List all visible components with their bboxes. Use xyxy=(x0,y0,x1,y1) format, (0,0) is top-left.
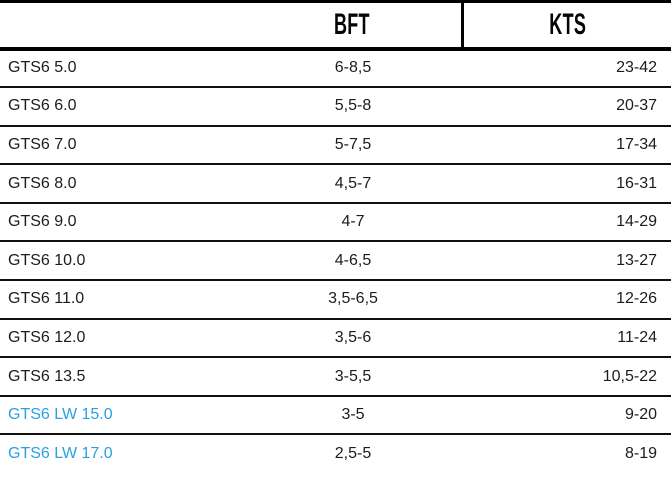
kts-value-cell: 16-31 xyxy=(462,164,671,204)
model-cell: GTS6 6.0 xyxy=(0,87,244,127)
table-row: GTS6 7.0 5-7,5 17-34 xyxy=(0,125,671,166)
table-row: GTS6 11.0 3,5-6,5 12-26 xyxy=(0,280,671,320)
table-row: GTS6 8.0 4,5-7 16-31 xyxy=(0,164,671,204)
table-row: GTS6 6.0 5,5-8 20-37 xyxy=(0,87,671,127)
model-cell: GTS6 8.0 xyxy=(0,164,244,204)
bft-value-cell: 4-7 xyxy=(244,202,462,243)
model-cell: GTS6 11.0 xyxy=(0,280,244,320)
kts-column-header: KTS xyxy=(460,1,671,51)
table-row: GTS6 LW 17.0 2,5-5 8-19 xyxy=(0,434,671,473)
bft-value-cell: 4-6,5 xyxy=(244,241,462,282)
table-row: GTS6 12.0 3,5-6 11-24 xyxy=(0,318,671,359)
model-cell: GTS6 12.0 xyxy=(0,318,244,359)
bft-value-cell: 3-5 xyxy=(244,395,462,436)
model-cell: GTS6 7.0 xyxy=(0,125,244,166)
bft-value-cell: 3,5-6,5 xyxy=(244,280,462,320)
kts-value-cell: 17-34 xyxy=(462,125,671,166)
header-row: BFT KTS xyxy=(0,1,671,51)
bft-column-header: BFT xyxy=(244,1,462,51)
table-body: GTS6 5.0 6-8,5 23-42 GTS6 6.0 5,5-8 20-3… xyxy=(0,48,671,474)
kts-value-cell: 14-29 xyxy=(462,202,671,243)
kts-value-cell: 23-42 xyxy=(462,48,671,89)
kts-value-cell: 12-26 xyxy=(462,280,671,320)
bft-value-cell: 5,5-8 xyxy=(244,87,462,127)
table-row: GTS6 LW 15.0 3-5 9-20 xyxy=(0,395,671,436)
table-row: GTS6 9.0 4-7 14-29 xyxy=(0,202,671,243)
model-cell: GTS6 10.0 xyxy=(0,241,244,282)
model-cell: GTS6 5.0 xyxy=(0,48,244,89)
bft-value-cell: 4,5-7 xyxy=(244,164,462,204)
table-row: GTS6 13.5 3-5,5 10,5-22 xyxy=(0,357,671,397)
bft-value-cell: 3,5-6 xyxy=(244,318,462,359)
model-cell: GTS6 LW 15.0 xyxy=(0,395,244,436)
kts-column-label: KTS xyxy=(548,7,586,41)
bft-value-cell: 5-7,5 xyxy=(244,125,462,166)
model-cell: GTS6 13.5 xyxy=(0,357,244,397)
kts-value-cell: 20-37 xyxy=(462,87,671,127)
kts-value-cell: 10,5-22 xyxy=(462,357,671,397)
bft-value-cell: 2,5-5 xyxy=(334,445,372,463)
bft-column-label: BFT xyxy=(334,7,371,41)
kts-value-cell: 8-19 xyxy=(624,445,657,463)
table-row: GTS6 5.0 6-8,5 23-42 xyxy=(0,48,671,89)
bft-value-cell: 6-8,5 xyxy=(244,48,462,89)
table-row: GTS6 10.0 4-6,5 13-27 xyxy=(0,241,671,282)
model-cell: GTS6 LW 17.0 xyxy=(8,445,113,463)
kts-value-cell: 11-24 xyxy=(462,318,671,359)
model-column-header xyxy=(0,1,244,51)
kts-value-cell: 13-27 xyxy=(462,241,671,282)
bft-value-cell: 3-5,5 xyxy=(244,357,462,397)
kts-value-cell: 9-20 xyxy=(462,395,671,436)
model-cell: GTS6 9.0 xyxy=(0,202,244,243)
